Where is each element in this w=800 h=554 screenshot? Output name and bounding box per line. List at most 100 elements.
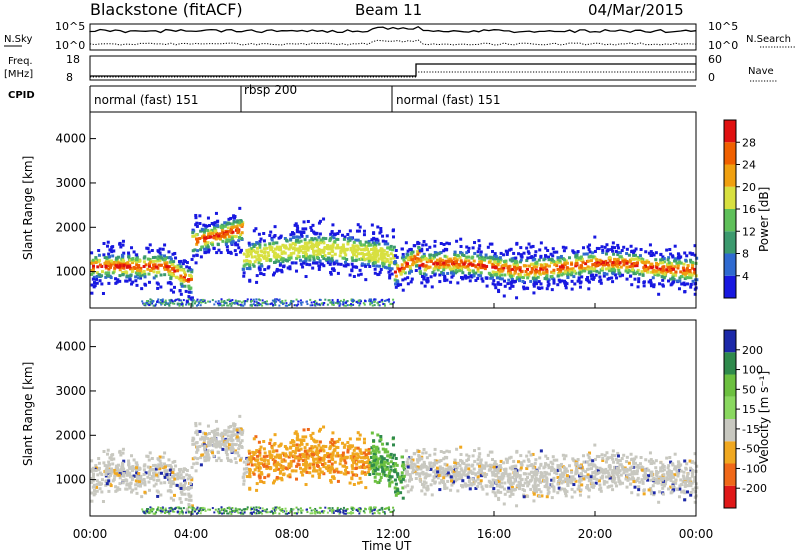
power-cell (227, 304, 230, 307)
velocity-cell (247, 471, 251, 475)
power-cell (576, 250, 580, 254)
velocity-cell (249, 460, 253, 464)
power-cell (494, 272, 498, 276)
power-cell (224, 243, 228, 247)
power-cell (106, 240, 110, 244)
power-cell (525, 246, 529, 250)
power-cell (381, 300, 384, 303)
power-cell (676, 264, 680, 268)
power-cell (327, 258, 331, 262)
velocity-cell (129, 475, 133, 479)
power-cell (259, 299, 262, 302)
power-cell (302, 220, 306, 224)
power-cell (351, 265, 355, 269)
power-cell (472, 259, 476, 263)
power-cell (379, 252, 383, 256)
power-cell (406, 249, 410, 253)
power-cell (265, 303, 268, 306)
power-cell (474, 265, 478, 269)
power-cell (266, 251, 270, 255)
velocity-cell (526, 458, 530, 462)
power-cell (173, 265, 177, 269)
velocity-cell (376, 461, 380, 465)
velocity-cell (202, 441, 206, 445)
power-cell (375, 264, 379, 268)
velocity-cell (547, 490, 551, 494)
velocity-cell (217, 456, 221, 460)
power-cell (588, 243, 592, 247)
velocity-cell (175, 473, 179, 477)
power-cell (219, 251, 223, 255)
power-cell (233, 225, 237, 229)
velocity-cell (182, 487, 186, 491)
power-cell (182, 299, 185, 302)
velocity-cell (417, 449, 421, 453)
power-cell (566, 268, 570, 272)
power-cell (216, 236, 220, 240)
power-cell (121, 271, 125, 275)
power-cell (467, 255, 471, 259)
velocity-cell (515, 471, 519, 475)
power-cell (106, 244, 110, 248)
power-cell (309, 304, 312, 307)
velocity-cell (611, 469, 615, 473)
power-cell (557, 278, 561, 282)
noise-sky-line (89, 25, 697, 34)
power-cell (634, 272, 638, 276)
velocity-cell (259, 471, 263, 475)
power-cell (346, 237, 350, 241)
velocity-cell (425, 456, 429, 460)
power-cell (372, 231, 376, 235)
power-cell (217, 248, 221, 252)
velocity-cell (374, 466, 378, 470)
velocity-cell (627, 476, 631, 480)
velocity-cell (135, 491, 139, 495)
power-cell (508, 286, 512, 290)
velocity-cell (534, 484, 538, 488)
power-cell (300, 234, 304, 238)
power-cell (234, 300, 237, 303)
velocity-cell (250, 463, 254, 467)
power-cell (662, 276, 666, 280)
velocity-cell (573, 490, 577, 494)
power-cell (242, 264, 246, 268)
power-cell (250, 299, 253, 302)
power-cell (631, 264, 635, 268)
velocity-cell (275, 449, 279, 453)
power-cell (618, 261, 622, 265)
power-cell (135, 283, 139, 287)
power-cell (561, 267, 565, 271)
power-cell (256, 246, 260, 250)
power-cell (345, 262, 349, 266)
power-cell (411, 261, 415, 265)
power-cell (191, 299, 194, 302)
velocity-cell (154, 467, 158, 471)
velocity-cell (340, 453, 344, 457)
velocity-cell (330, 462, 334, 466)
power-cell (651, 251, 655, 255)
power-cell (262, 273, 266, 277)
power-cell (618, 255, 622, 259)
velocity-cell (350, 470, 354, 474)
power-cell (105, 258, 109, 262)
power-cell (329, 236, 333, 240)
power-cell (200, 298, 203, 301)
power-cell (142, 269, 146, 273)
power-cell (443, 279, 447, 283)
power-cell (315, 302, 318, 305)
velocity-cell (260, 462, 264, 466)
velocity-cell (603, 453, 607, 457)
power-cell (498, 260, 502, 264)
velocity-cell (265, 466, 269, 470)
velocity-cell (617, 471, 621, 475)
power-cell (154, 259, 158, 263)
power-cell (318, 241, 322, 245)
power-cell (253, 243, 257, 247)
power-cell (671, 254, 675, 258)
power-cell (564, 281, 568, 285)
power-cell (583, 267, 587, 271)
power-cell (289, 303, 292, 306)
power-cell (642, 266, 646, 270)
velocity-cell (649, 478, 653, 482)
velocity-cell (611, 473, 615, 477)
